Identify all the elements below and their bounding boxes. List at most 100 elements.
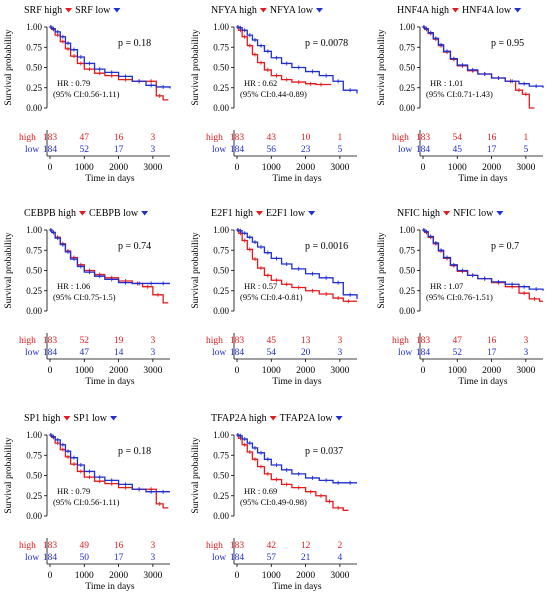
- risk-high-count: 16: [114, 541, 124, 551]
- risk-high-count: 42: [267, 541, 277, 551]
- censor-mark: [324, 478, 329, 483]
- risk-low-count: 45: [453, 145, 463, 155]
- y-tick-label: 0.25: [213, 286, 229, 296]
- censor-mark: [51, 26, 56, 31]
- y-tick-label: 0.75: [213, 245, 229, 255]
- censor-mark: [265, 273, 270, 278]
- censor-mark: [534, 287, 539, 292]
- risk-high-row-label: high: [19, 541, 36, 551]
- censor-mark: [424, 229, 429, 234]
- y-tick-label: 0.00: [213, 511, 229, 521]
- km-panel: SRF high SRF low 0.00 0.25 0.50 0.75 1.00 Survi…: [4, 5, 171, 184]
- risk-high-row-label: high: [206, 336, 223, 346]
- censor-mark: [308, 489, 313, 494]
- y-tick-label: 0.75: [26, 450, 42, 460]
- censor-mark: [235, 25, 240, 29]
- risk-table: high low 183 47 16 3 184 52 17 3: [392, 333, 543, 360]
- censor-mark: [534, 84, 539, 89]
- y-tick-label: 0.00: [399, 103, 415, 113]
- y-axis: 0.00 0.25 0.50 0.75 1.00 Survival probability: [4, 22, 48, 113]
- censor-mark: [97, 71, 102, 76]
- y-tick-label: 0.50: [399, 63, 415, 73]
- censor-mark: [310, 69, 315, 74]
- y-axis: 0.00 0.25 0.50 0.75 1.00 Survival probability: [191, 225, 235, 316]
- km-step-line: [237, 26, 332, 86]
- censor-mark: [421, 228, 426, 232]
- legend-high-marker: [269, 416, 277, 421]
- risk-low-count: 4: [337, 553, 342, 563]
- y-axis-label: Survival probability: [4, 437, 14, 514]
- confidence-interval: (95% CI:0.71-1.43): [426, 89, 493, 99]
- risk-high-count: 3: [523, 336, 528, 346]
- censor-mark: [238, 25, 243, 30]
- hazard-ratio: HR : 0.79: [57, 486, 90, 496]
- legend-high-label: NFYA high: [211, 5, 257, 16]
- hazard-ratio: HR : 1.01: [430, 78, 463, 88]
- legend-low-label: NFYA low: [270, 5, 314, 16]
- y-tick-label: 0.75: [213, 42, 229, 52]
- y-tick-label: 0.00: [26, 511, 42, 521]
- legend-high-label: HNF4A high: [397, 5, 449, 16]
- risk-low-count: 5: [523, 145, 528, 155]
- censor-mark: [445, 49, 449, 54]
- censor-mark: [87, 475, 92, 480]
- x-axis-label: Time in days: [458, 174, 508, 184]
- risk-high-count: 183: [230, 541, 245, 551]
- km-panel: NFYA high NFYA low 0.00 0.25 0.50 0.75 1.00 Sur…: [191, 5, 358, 184]
- risk-low-row-label: low: [212, 348, 226, 358]
- censor-mark: [60, 242, 65, 247]
- censor-mark: [78, 469, 83, 474]
- censor-mark: [97, 274, 102, 279]
- legend-high-marker: [451, 8, 459, 13]
- censor-mark: [274, 477, 279, 482]
- censor-mark: [87, 67, 92, 72]
- risk-table: high low 183 43 10 1 184 56 23 5: [206, 130, 357, 157]
- censor-mark: [265, 250, 270, 255]
- y-axis: 0.00 0.25 0.50 0.75 1.00 Survival probability: [191, 22, 235, 113]
- x-tick-label: 2000: [482, 366, 501, 376]
- censor-mark: [324, 73, 329, 78]
- censor-mark: [145, 284, 150, 289]
- risk-table: high low 183 52 19 3 184 47 14 3: [19, 333, 170, 360]
- legend-low-marker: [335, 416, 343, 421]
- legend-low-marker: [514, 8, 522, 13]
- risk-low-count: 52: [453, 348, 463, 358]
- censor-mark: [284, 77, 289, 82]
- y-tick-label: 1.00: [213, 430, 229, 440]
- risk-low-row-label: low: [25, 145, 39, 155]
- censor-mark: [470, 67, 475, 72]
- risk-table: high low 183 49 16 3 184 50 17 3: [19, 538, 170, 565]
- x-tick-label: 1000: [262, 366, 281, 376]
- x-tick-label: 1000: [448, 366, 467, 376]
- risk-low-row-label: low: [25, 348, 39, 358]
- censor-mark: [87, 61, 92, 66]
- censor-mark: [66, 46, 70, 51]
- censor-mark: [274, 55, 279, 60]
- risk-high-count: 12: [301, 541, 311, 551]
- x-tick-label: 1000: [75, 571, 94, 581]
- censor-mark: [310, 288, 315, 293]
- confidence-interval: (95% CI:0.4-0.81): [240, 292, 303, 302]
- censor-mark: [274, 462, 279, 467]
- censor-mark: [253, 445, 257, 450]
- censor-mark: [265, 67, 270, 72]
- legend-high-label: SP1 high: [24, 413, 60, 424]
- p-value: p = 0.037: [305, 446, 343, 457]
- risk-low-count: 47: [80, 348, 90, 358]
- risk-low-count: 57: [267, 553, 277, 563]
- y-tick-label: 0.75: [26, 245, 42, 255]
- censor-mark: [55, 437, 60, 442]
- y-tick-label: 0.00: [213, 306, 229, 316]
- risk-low-row-label: low: [398, 145, 412, 155]
- censor-mark: [157, 501, 162, 506]
- censor-mark: [259, 450, 263, 455]
- x-tick-label: 3000: [330, 571, 349, 581]
- censor-mark: [149, 489, 154, 494]
- x-axis: 0 1000 2000 3000 Time in days: [421, 156, 536, 184]
- confidence-interval: (95% CI:0.76-1.51): [426, 292, 493, 302]
- y-tick-label: 0.00: [26, 103, 42, 113]
- censor-mark: [433, 36, 438, 41]
- risk-high-count: 16: [487, 133, 497, 143]
- x-tick-label: 3000: [330, 366, 349, 376]
- km-panel: NFIC high NFIC low 0.00 0.25 0.50 0.75 1.00 Sur…: [377, 208, 544, 387]
